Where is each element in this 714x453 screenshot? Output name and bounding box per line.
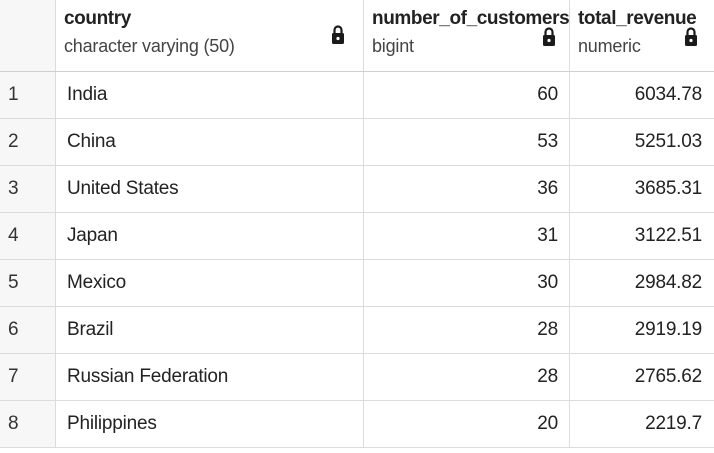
cell-total-revenue[interactable]: 2984.82 [634, 272, 702, 293]
cell-number-of-customers[interactable]: 31 [364, 213, 570, 259]
row-number[interactable]: 5 [0, 260, 56, 306]
row-number[interactable]: 7 [0, 354, 56, 400]
table-row: 7 Russian Federation 28 2765.62 [0, 354, 714, 401]
table-row: 2 China 53 5251.03 [0, 119, 714, 166]
cell-country[interactable]: Mexico [56, 260, 364, 306]
row-number[interactable]: 6 [0, 307, 56, 353]
cell-total-revenue[interactable]: 6034.78 [634, 84, 702, 105]
column-header-total-revenue[interactable]: total_revenue numeric [570, 0, 714, 71]
cell-country[interactable]: China [56, 119, 364, 165]
cell-number-of-customers[interactable]: 28 [364, 354, 570, 400]
cell-number-of-customers[interactable]: 20 [364, 401, 570, 447]
grid-header: country character varying (50) number_of… [0, 0, 714, 72]
cell-country[interactable]: Russian Federation [56, 354, 364, 400]
lock-icon [685, 27, 697, 46]
column-type: bigint [372, 36, 414, 56]
cell-number-of-customers[interactable]: 36 [364, 166, 570, 212]
row-number-header[interactable] [0, 0, 56, 71]
cell-number-of-customers[interactable]: 30 [364, 260, 570, 306]
cell-total-revenue[interactable]: 3685.31 [634, 178, 702, 199]
cell-country[interactable]: Brazil [56, 307, 364, 353]
column-header-country[interactable]: country character varying (50) [56, 0, 364, 71]
column-name: country [64, 8, 131, 29]
cell-number-of-customers[interactable]: 60 [364, 72, 570, 118]
lock-icon [543, 27, 555, 46]
table-row: 3 United States 36 3685.31 [0, 166, 714, 213]
cell-country[interactable]: Philippines [56, 401, 364, 447]
column-type: numeric [578, 36, 641, 56]
row-number[interactable]: 4 [0, 213, 56, 259]
column-type: character varying (50) [64, 36, 235, 56]
column-name: number_of_customers [372, 8, 570, 29]
cell-country[interactable]: India [56, 72, 364, 118]
cell-total-revenue[interactable]: 3122.51 [634, 225, 702, 246]
row-number[interactable]: 3 [0, 166, 56, 212]
cell-number-of-customers[interactable]: 28 [364, 307, 570, 353]
table-row: 6 Brazil 28 2919.19 [0, 307, 714, 354]
cell-total-revenue[interactable]: 2219.7 [645, 413, 702, 434]
row-number[interactable]: 2 [0, 119, 56, 165]
column-name: total_revenue [578, 8, 697, 29]
cell-total-revenue[interactable]: 2919.19 [634, 319, 702, 340]
table-row: 5 Mexico 30 2984.82 [0, 260, 714, 307]
row-number[interactable]: 8 [0, 401, 56, 447]
cell-total-revenue[interactable]: 2765.62 [634, 366, 702, 387]
table-row: 1 India 60 6034.78 [0, 72, 714, 119]
table-row: 8 Philippines 20 2219.7 [0, 401, 714, 448]
cell-country[interactable]: Japan [56, 213, 364, 259]
lock-icon [332, 25, 344, 44]
column-header-number-of-customers[interactable]: number_of_customers bigint [364, 0, 570, 71]
row-number[interactable]: 1 [0, 72, 56, 118]
cell-total-revenue[interactable]: 5251.03 [634, 131, 702, 152]
cell-number-of-customers[interactable]: 53 [364, 119, 570, 165]
cell-country[interactable]: United States [56, 166, 364, 212]
table-row: 4 Japan 31 3122.51 [0, 213, 714, 260]
